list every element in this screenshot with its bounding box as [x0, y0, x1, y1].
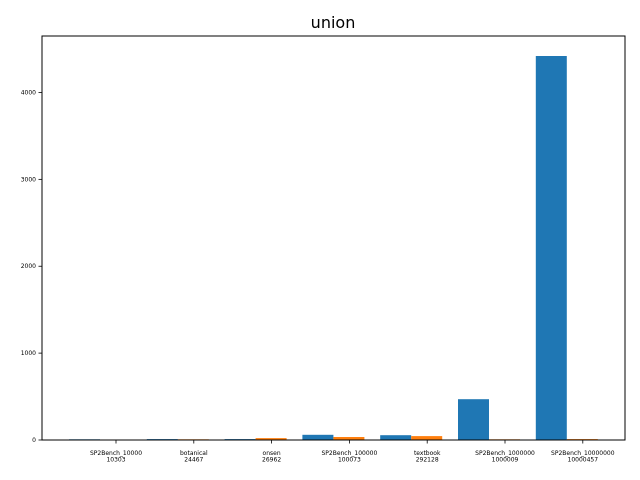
x-tick-label: SP2Bench_1000000: [475, 450, 535, 457]
x-tick-label: 24467: [184, 457, 203, 464]
x-tick-label: 292128: [416, 457, 439, 464]
y-tick-label: 0: [32, 437, 36, 444]
bar-series-1-7: [535, 56, 567, 440]
bar-series-1-4: [302, 434, 334, 440]
bar-series-1-5: [380, 435, 412, 440]
bar-series-2-5: [411, 436, 443, 440]
bar-series-1-6: [458, 399, 489, 440]
x-tick-label: SP2Bench_10000: [90, 450, 142, 457]
x-tick-label: 1000009: [492, 457, 519, 464]
x-tick-label: botanical: [180, 450, 208, 457]
bar-series-2-4: [333, 437, 365, 440]
x-tick-label: onsen: [263, 450, 281, 457]
y-tick-label: 1000: [21, 350, 36, 357]
x-tick-label: SP2Bench_10000000: [551, 450, 615, 457]
y-tick-label: 2000: [21, 263, 36, 270]
x-tick-label: 26962: [262, 457, 281, 464]
x-tick-label: textbook: [414, 450, 441, 457]
x-tick-label: 10000457: [568, 457, 599, 464]
x-tick-label: SP2Bench_100000: [321, 450, 377, 457]
y-tick-label: 3000: [21, 176, 36, 183]
x-tick-label: 10303: [106, 457, 125, 464]
chart-title: union: [311, 13, 356, 32]
x-tick-label: 100073: [338, 457, 361, 464]
y-ticks-group: 0 1000 2000 3000 4000: [21, 89, 42, 444]
plot-frame: [41, 35, 626, 441]
y-tick-label: 4000: [21, 89, 36, 96]
bar-series-2-3: [255, 438, 287, 440]
